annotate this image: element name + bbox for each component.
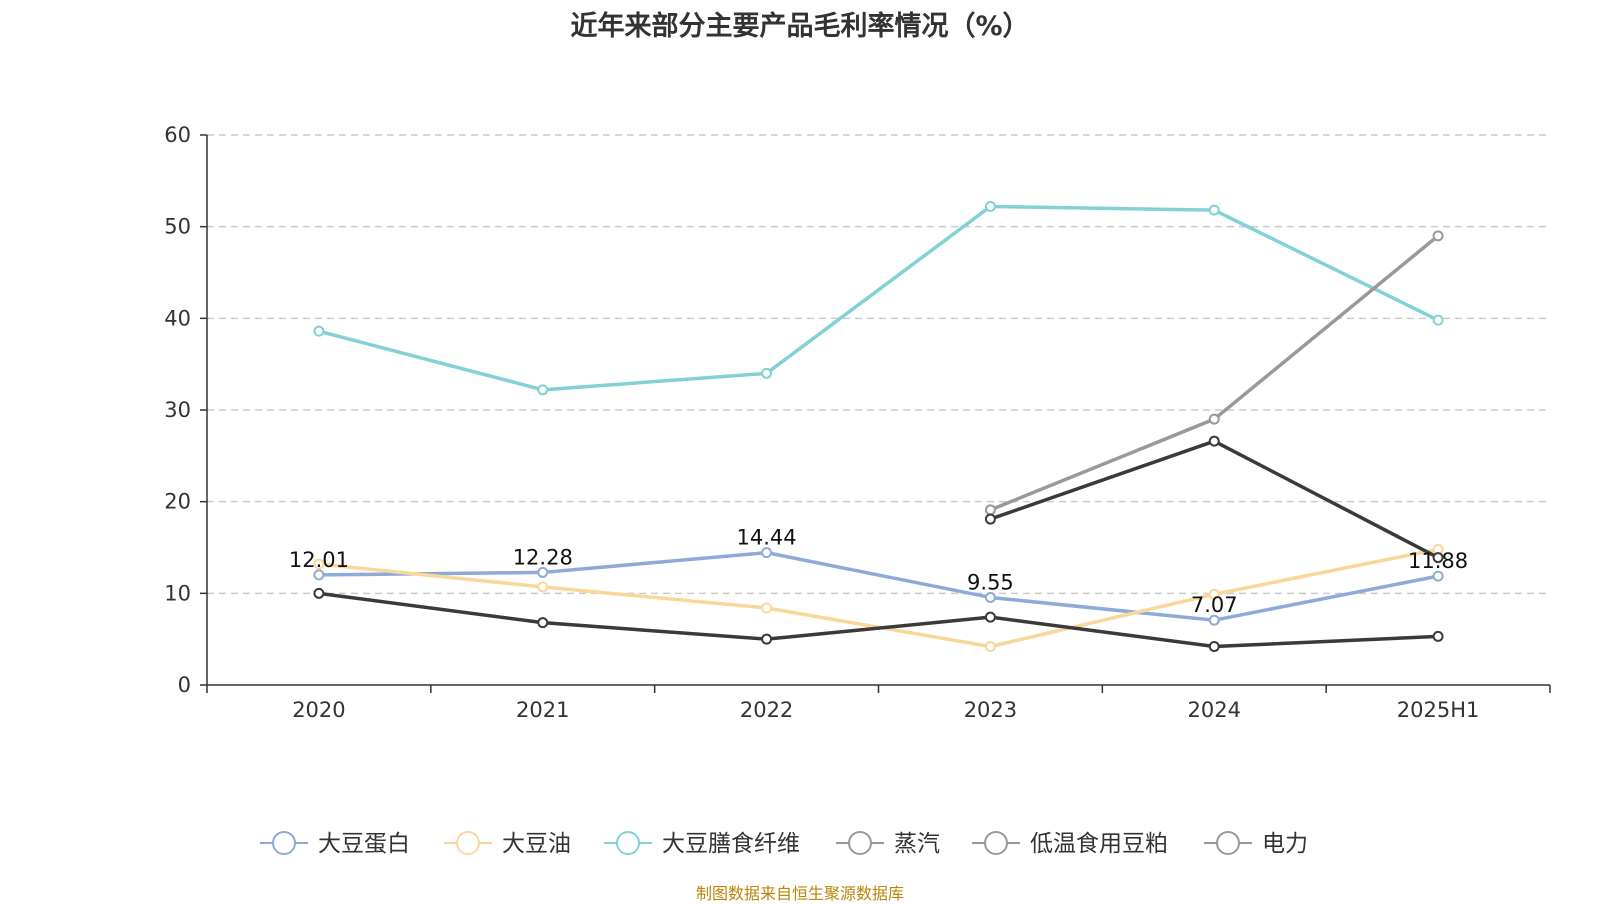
legend-circle-icon: [456, 831, 480, 855]
legend-circle-icon: [1216, 831, 1240, 855]
data-point: [761, 367, 773, 379]
data-point: [984, 504, 996, 516]
data-point: [1432, 570, 1444, 582]
x-tick-label: 2024: [1188, 698, 1241, 722]
data-point: [313, 587, 325, 599]
data-point: [1208, 413, 1220, 425]
source-note: 制图数据来自恒生聚源数据库: [695, 884, 904, 903]
data-point: [761, 633, 773, 645]
y-tick-label: 50: [164, 215, 191, 239]
y-tick-label: 60: [164, 123, 191, 147]
data-point: [1432, 314, 1444, 326]
data-point: [1208, 588, 1220, 600]
data-point: [313, 325, 325, 337]
data-point: [313, 558, 325, 570]
data-point: [984, 201, 996, 212]
series-line-5: [318, 591, 1439, 649]
series-line-4: [989, 439, 1439, 560]
y-tick-label: 10: [164, 581, 191, 605]
legend-item-1[interactable]: 大豆油: [444, 831, 571, 857]
y-tick-label: 0: [178, 673, 191, 697]
data-point: [1208, 204, 1220, 216]
y-tick-label: 20: [164, 490, 191, 514]
data-point: [1432, 552, 1444, 564]
data-point: [537, 617, 549, 629]
legend-circle-icon: [984, 831, 1008, 855]
axes: 0 10 20 30 40 50 60 2020 2021 2022 2023 2024 2025H1: [164, 123, 1551, 722]
data-label: 11.88: [1408, 549, 1468, 573]
legend-circle-icon: [272, 831, 296, 855]
data-point: [1432, 630, 1444, 642]
legend-circle-icon: [616, 831, 640, 855]
x-tick-label: 2021: [516, 698, 569, 722]
data-point: [984, 641, 996, 652]
legend-item-0[interactable]: 大豆蛋白: [260, 831, 410, 857]
legend-label: 蒸汽: [894, 831, 940, 857]
legend-item-5[interactable]: 电力: [1204, 831, 1308, 857]
legend-item-3[interactable]: 蒸汽: [836, 831, 940, 857]
data-point: [984, 513, 996, 525]
data-point: [1208, 641, 1220, 652]
x-tick-label: 2025H1: [1397, 698, 1480, 722]
data-label: 14.44: [737, 526, 797, 550]
data-point: [984, 611, 996, 623]
series-lines: [313, 201, 1444, 652]
legend-circle-icon: [848, 831, 872, 855]
y-tick-label: 30: [164, 398, 191, 422]
series-line-3: [989, 234, 1440, 512]
data-point: [313, 569, 325, 581]
legend-label: 大豆油: [502, 831, 571, 857]
data-point: [761, 547, 773, 559]
data-label: 12.01: [289, 548, 349, 572]
series-line-2: [318, 204, 1439, 392]
data-labels: 12.01 12.28 14.44 9.55 7.07 11.88: [289, 526, 1468, 618]
series-line-1: [318, 547, 1439, 649]
series-line-0: [318, 550, 1439, 622]
legend-label: 电力: [1262, 831, 1308, 857]
data-label: 12.28: [513, 545, 573, 569]
legend-label: 低温食用豆粕: [1030, 831, 1168, 857]
data-point: [984, 591, 996, 603]
legend[interactable]: 大豆蛋白 大豆油 大豆膳食纤维 蒸汽 低温食用豆粕 电力: [260, 831, 1308, 857]
data-point: [537, 566, 549, 578]
data-point: [1208, 614, 1220, 626]
data-point: [1208, 435, 1220, 447]
gridlines: [207, 134, 1550, 595]
data-label: 9.55: [967, 570, 1014, 594]
data-point: [537, 384, 549, 396]
y-tick-label: 40: [164, 306, 191, 330]
chart-title: 近年来部分主要产品毛利率情况（%）: [570, 11, 1030, 42]
legend-label: 大豆蛋白: [318, 831, 410, 857]
legend-label: 大豆膳食纤维: [662, 831, 800, 857]
data-point: [1432, 230, 1444, 242]
legend-item-2[interactable]: 大豆膳食纤维: [604, 831, 800, 857]
legend-item-4[interactable]: 低温食用豆粕: [972, 831, 1168, 857]
x-tick-label: 2023: [964, 698, 1017, 722]
data-point: [537, 581, 549, 593]
x-tick-label: 2022: [740, 698, 793, 722]
x-tick-label: 2020: [292, 698, 345, 722]
data-label: 7.07: [1191, 593, 1238, 617]
data-point: [761, 602, 773, 614]
